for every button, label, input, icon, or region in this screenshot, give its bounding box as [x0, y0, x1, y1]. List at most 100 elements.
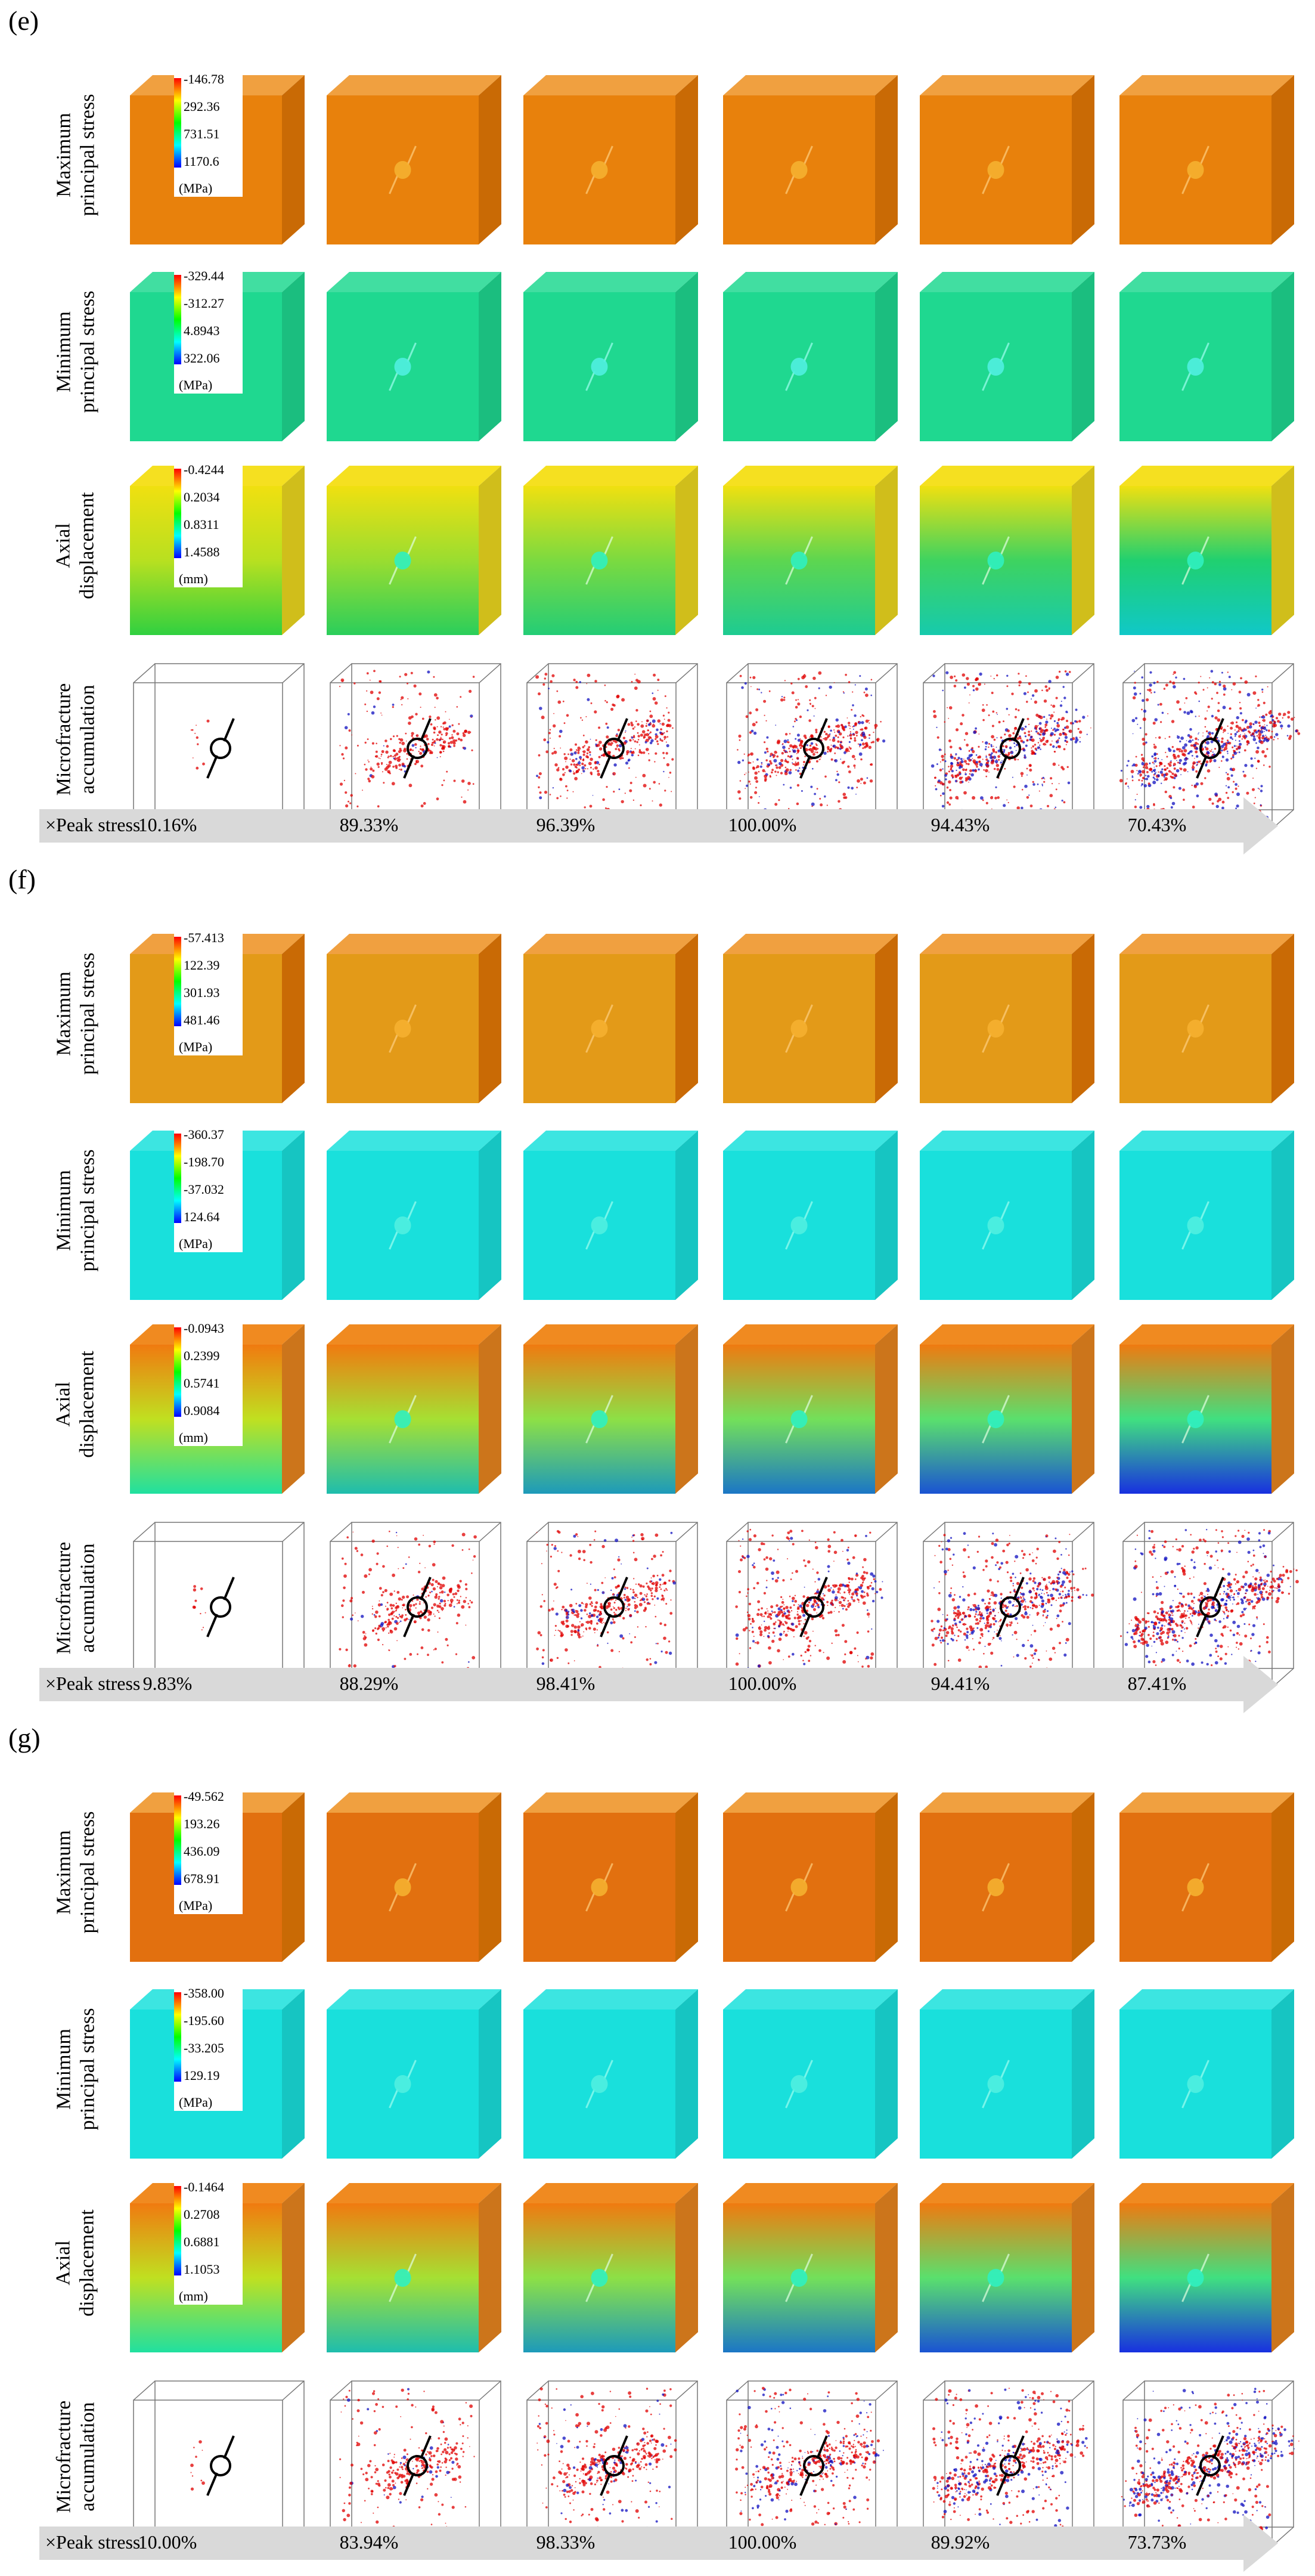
microfracture-cloud [931, 670, 1091, 828]
microfracture-point [560, 1631, 563, 1634]
microfracture-point [861, 1590, 864, 1593]
microfracture-point [780, 698, 784, 702]
microfracture-point [825, 695, 827, 696]
microfracture-point [764, 741, 766, 744]
microfracture-point [754, 771, 758, 775]
microfracture-point [1029, 1654, 1031, 1656]
microfracture-point [998, 720, 1001, 724]
row-label-text: Maximum principal stress [52, 953, 100, 1075]
microfracture-point [562, 1622, 565, 1626]
microfracture-point [765, 759, 768, 761]
microfracture-point [795, 1625, 798, 1628]
microfracture-point [1009, 1613, 1012, 1616]
microfracture-point [645, 1595, 647, 1597]
microfracture-point [657, 743, 659, 745]
borehole-outline [210, 1596, 231, 1618]
microfracture-point [1020, 740, 1022, 742]
microfracture-point [981, 708, 985, 712]
microfracture-point [1223, 1618, 1225, 1620]
microfracture-point [1207, 755, 1209, 757]
microfracture-point [575, 1533, 578, 1536]
microfracture-point [1213, 759, 1217, 763]
microfracture-point [643, 784, 647, 788]
flaw-crack-upper [603, 145, 613, 166]
microfracture-point [377, 1638, 380, 1642]
microfracture-point [1275, 717, 1279, 720]
cube-top-face [327, 466, 501, 486]
microfracture-point [1211, 732, 1214, 735]
microfracture-point [1172, 1614, 1174, 1616]
microfracture-point [1250, 764, 1254, 767]
microfracture-point [395, 1615, 398, 1618]
microfracture-point [1141, 708, 1143, 711]
specimen-outline-edge [726, 663, 749, 683]
microfracture-point [361, 1615, 364, 1618]
microfracture-point [784, 1621, 788, 1624]
microfracture-point [776, 766, 779, 769]
microfracture-point [539, 796, 542, 800]
microfracture-point [1056, 1614, 1060, 1618]
microfracture-point [1125, 782, 1127, 784]
microfracture-point [840, 758, 842, 760]
microfracture-point [1204, 717, 1207, 720]
microfracture-point [1004, 1604, 1007, 1608]
microfracture-point [846, 1603, 848, 1605]
microfracture-point [1138, 770, 1142, 773]
microfracture-point [669, 1569, 672, 1572]
microfracture-point [758, 1627, 762, 1630]
microfracture-point [1142, 759, 1144, 761]
cube-top-face [523, 1131, 698, 1151]
microfracture-point [653, 673, 656, 677]
microfracture-point [659, 1586, 661, 1588]
microfracture-point [748, 761, 750, 764]
microfracture-point [1065, 1642, 1067, 1644]
cube-top-face [1119, 1324, 1294, 1345]
microfracture-point [584, 806, 586, 809]
microfracture-point [579, 756, 582, 759]
microfracture-point [814, 1593, 815, 1594]
microfracture-point [1044, 726, 1047, 728]
microfracture-point [1252, 788, 1255, 791]
microfracture-point [373, 1614, 376, 1616]
microfracture-point [773, 1559, 776, 1562]
microfracture-point [959, 1596, 962, 1598]
flaw-line-lower [206, 755, 218, 779]
microfracture-point [1190, 744, 1193, 747]
specimen-cube [712, 447, 909, 644]
microfracture-point [1252, 691, 1257, 695]
flaw-line-upper [1013, 1577, 1025, 1600]
microfracture-point [1134, 806, 1137, 809]
microfracture-point [448, 745, 451, 748]
microfracture-point [1029, 738, 1032, 741]
microfracture-point [573, 1626, 577, 1629]
microfracture-point [1028, 1590, 1032, 1594]
microfracture-point [811, 802, 815, 806]
microfracture-point [443, 721, 446, 724]
microfracture-point [848, 722, 851, 724]
microfracture-point [982, 1569, 985, 1571]
microfracture-point [427, 1654, 429, 1657]
microfracture-point [752, 761, 754, 763]
microfracture-point [379, 1600, 380, 1602]
microfracture-point [1067, 781, 1071, 785]
microfracture-point [646, 719, 649, 723]
microfracture-point [960, 758, 963, 760]
microfracture-point [939, 761, 941, 763]
microfracture-point [1184, 702, 1186, 704]
microfracture-point [979, 1637, 982, 1639]
microfracture-point [854, 722, 858, 726]
microfracture-point [557, 1550, 559, 1552]
microfracture-point [975, 687, 979, 691]
microfracture-point [1214, 682, 1217, 686]
microfracture-point [1058, 670, 1061, 673]
microfracture-point [752, 1564, 754, 1566]
microfracture-point [799, 745, 801, 747]
microfracture-point [789, 787, 792, 789]
flaw-crack-upper [1000, 1395, 1010, 1415]
microfracture-point [652, 1598, 654, 1600]
microfracture-point [852, 691, 854, 693]
microfracture-point [1238, 785, 1239, 787]
microfracture-point [580, 717, 582, 719]
axis-label: ×Peak stress [45, 814, 141, 835]
cube-side-face [1072, 1324, 1094, 1494]
